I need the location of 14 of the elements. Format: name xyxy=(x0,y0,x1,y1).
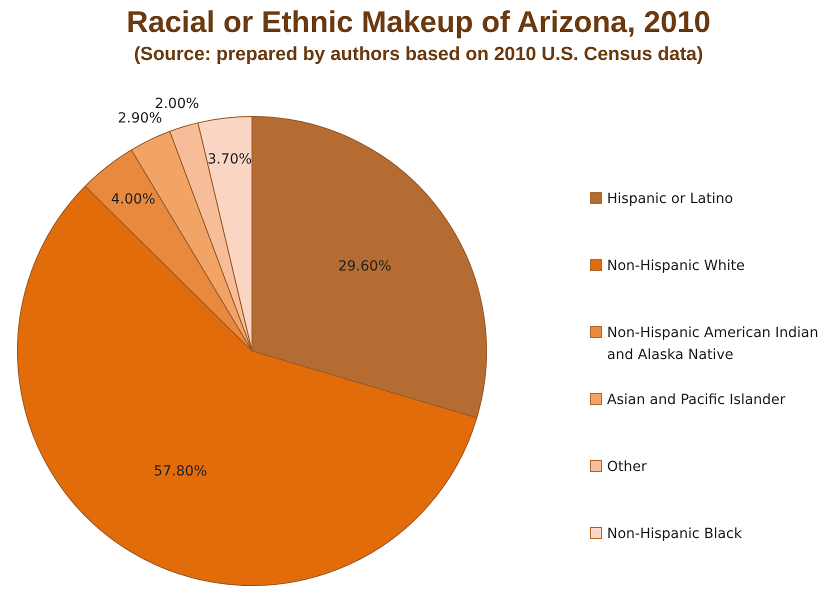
data-label: 4.00% xyxy=(110,191,156,208)
data-label: 2.90% xyxy=(118,110,162,126)
legend-label: Non-Hispanic White xyxy=(607,257,746,276)
legend-label: Other xyxy=(607,458,648,477)
chart-title: Racial or Ethnic Makeup of Arizona, 2010 xyxy=(125,6,712,40)
legend-label: Asian and Pacific Islander xyxy=(607,391,786,410)
legend-label: Non-Hispanic American Indian and Alaska Native xyxy=(607,324,820,365)
legend-label: Non-Hispanic Black xyxy=(607,525,743,544)
data-label: 57.80% xyxy=(154,464,208,480)
chart-subtitle: (Source: prepared by authors based on 2010 U.S. Census data) xyxy=(132,44,704,66)
data-label: 29.60% xyxy=(338,258,392,275)
data-label: 3.70% xyxy=(207,152,252,168)
data-label: 2.00% xyxy=(154,96,200,112)
legend-label: Hispanic or Latino xyxy=(607,190,734,209)
